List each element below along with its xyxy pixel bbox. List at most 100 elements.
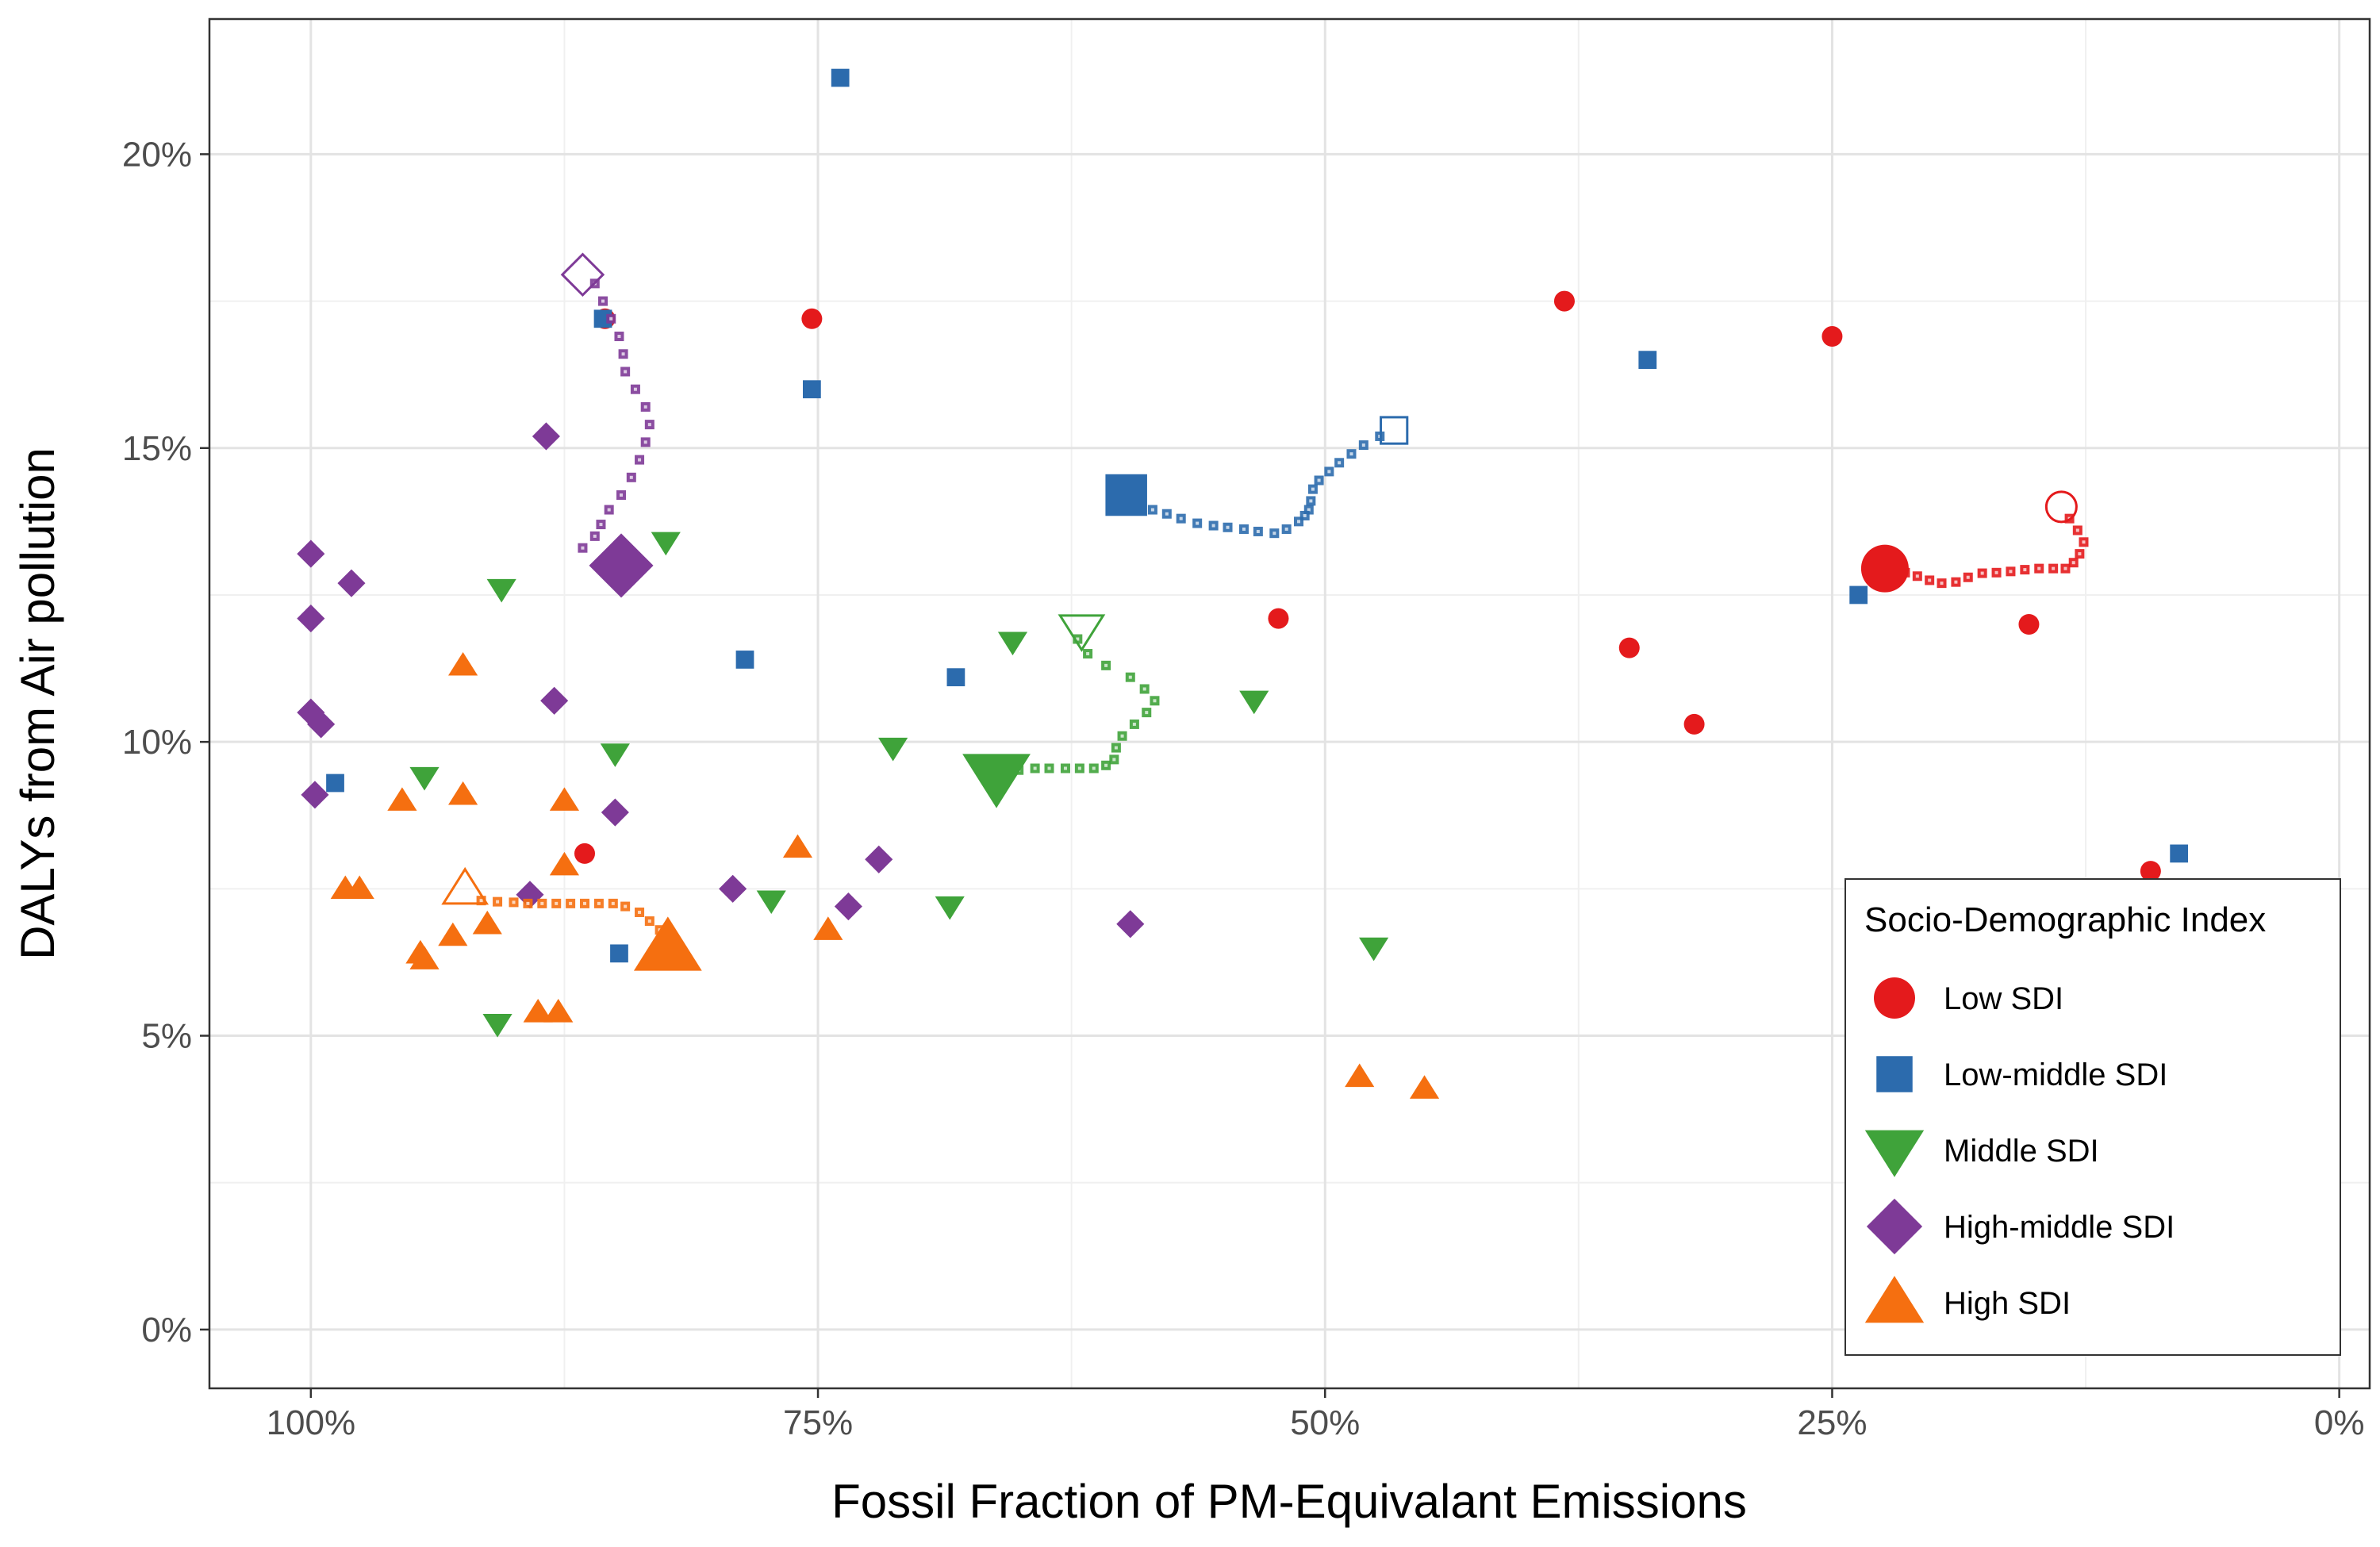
trajectory-point-center xyxy=(1076,637,1080,641)
data-point xyxy=(1359,937,1389,962)
trajectory-point-center xyxy=(581,546,585,550)
plot-panel-border xyxy=(208,17,2371,1390)
trajectory-end-point xyxy=(633,916,702,971)
trajectory-point-center xyxy=(1307,508,1311,512)
trajectory-point-center xyxy=(1196,521,1200,525)
data-point xyxy=(935,896,965,920)
trajectory-point-center xyxy=(1966,575,1970,579)
trajectory-start-point xyxy=(2044,490,2078,524)
data-point xyxy=(600,743,630,767)
trajectory-point-center xyxy=(609,317,613,321)
trajectory-point-center xyxy=(569,901,573,905)
trajectory-point-center xyxy=(620,493,624,497)
trajectory-end-point xyxy=(962,754,1031,808)
data-point xyxy=(719,874,747,903)
trajectory-point-center xyxy=(643,440,647,444)
legend-item-low-sdi: Low SDI xyxy=(1874,977,2063,1019)
trajectory-point-center xyxy=(593,534,597,538)
trajectory-point-center xyxy=(2078,552,2082,556)
trajectory-point-center xyxy=(643,405,647,409)
data-point xyxy=(405,939,436,964)
trajectory-point-center xyxy=(1297,520,1301,524)
trajectory-point-center xyxy=(1284,527,1288,531)
y-axis-title: DALYs from Air pollution xyxy=(11,447,64,960)
data-point xyxy=(532,422,560,451)
data-point xyxy=(756,890,786,915)
trajectory-point-center xyxy=(638,458,642,462)
legend-key xyxy=(1864,1130,1925,1177)
data-point xyxy=(865,845,893,873)
data-point xyxy=(523,999,553,1023)
trajectory-point-center xyxy=(1303,513,1307,517)
data-point xyxy=(448,781,478,805)
data-point xyxy=(326,774,344,793)
data-point xyxy=(438,922,468,946)
trajectory-point-center xyxy=(601,299,605,303)
data-point xyxy=(834,892,862,921)
trajectory-point-center xyxy=(647,423,651,427)
series-low-middle-sdi xyxy=(326,68,2189,963)
data-point xyxy=(482,1014,512,1038)
trajectory-point-center xyxy=(1128,675,1132,679)
x-axis-title: Fossil Fraction of PM-Equivalant Emissio… xyxy=(831,1475,1747,1528)
data-point xyxy=(878,737,908,762)
data-point xyxy=(801,308,823,329)
data-point xyxy=(448,651,478,676)
trajectory-point-center xyxy=(2075,528,2079,532)
trajectory-point-center xyxy=(1211,524,1215,528)
data-point xyxy=(543,999,574,1023)
trajectory-point-center xyxy=(1338,461,1342,465)
trajectory-point-center xyxy=(526,901,530,905)
trajectory-point-center xyxy=(1349,452,1353,456)
y-tick-label: 0% xyxy=(141,1311,192,1349)
trajectory-point-center xyxy=(1226,525,1230,529)
data-point xyxy=(301,781,329,809)
y-tick-label: 20% xyxy=(122,135,192,174)
trajectory-point-center xyxy=(583,901,587,905)
trajectory-point-center xyxy=(555,901,559,905)
trajectory-point-center xyxy=(629,475,633,479)
trajectory-point-center xyxy=(607,508,611,512)
trajectory-point-center xyxy=(1361,443,1365,447)
data-point xyxy=(409,766,440,791)
data-point xyxy=(802,380,821,399)
trajectory-point-center xyxy=(496,900,500,904)
legend-items: Low SDI Low-middle SDI Middle SDI High-midd… xyxy=(1864,977,2175,1323)
legend-item-high-sdi: High SDI xyxy=(1864,1276,2071,1323)
trajectory-point-center xyxy=(599,523,603,527)
data-point xyxy=(946,668,965,687)
data-point xyxy=(2140,861,2161,882)
trajectory-point-center xyxy=(1086,652,1090,656)
data-point xyxy=(2170,844,2189,863)
trajectory-point-center xyxy=(1132,722,1136,726)
trajectory-point-center xyxy=(2082,540,2086,544)
trajectory-point-center xyxy=(1145,711,1149,715)
legend-key xyxy=(1874,977,1915,1019)
trajectory-point-center xyxy=(479,899,483,903)
trajectory-point-center xyxy=(1309,499,1313,503)
trajectory-start-point xyxy=(560,252,605,298)
trajectory-point-center xyxy=(2071,561,2075,565)
data-point xyxy=(486,578,516,603)
trajectory-point-center xyxy=(1915,574,1919,578)
series-middle-sdi xyxy=(409,532,1389,1038)
trajectory-end-point xyxy=(589,533,654,598)
data-point xyxy=(1821,326,1843,347)
data-point xyxy=(1116,910,1145,939)
legend-item-high-middle-sdi: High-middle SDI xyxy=(1866,1198,2175,1255)
legend-key xyxy=(1864,1276,1925,1323)
legend-label: Low-middle SDI xyxy=(1944,1058,2167,1092)
data-point xyxy=(387,787,417,811)
trajectory-point-center xyxy=(647,919,651,923)
trajectory-point-center xyxy=(2009,570,2013,574)
legend: Socio-Demographic Index Low SDI Low-middl… xyxy=(1844,878,2341,1356)
trajectory-point-center xyxy=(621,352,625,356)
trajectory-point-center xyxy=(2063,566,2067,570)
trajectory-point-center xyxy=(633,387,637,391)
x-tick-label: 75% xyxy=(783,1403,853,1442)
y-tick-label: 5% xyxy=(141,1017,192,1056)
trajectory-point-center xyxy=(624,904,628,908)
data-point xyxy=(297,539,325,568)
trajectory-end-point xyxy=(1105,474,1147,516)
